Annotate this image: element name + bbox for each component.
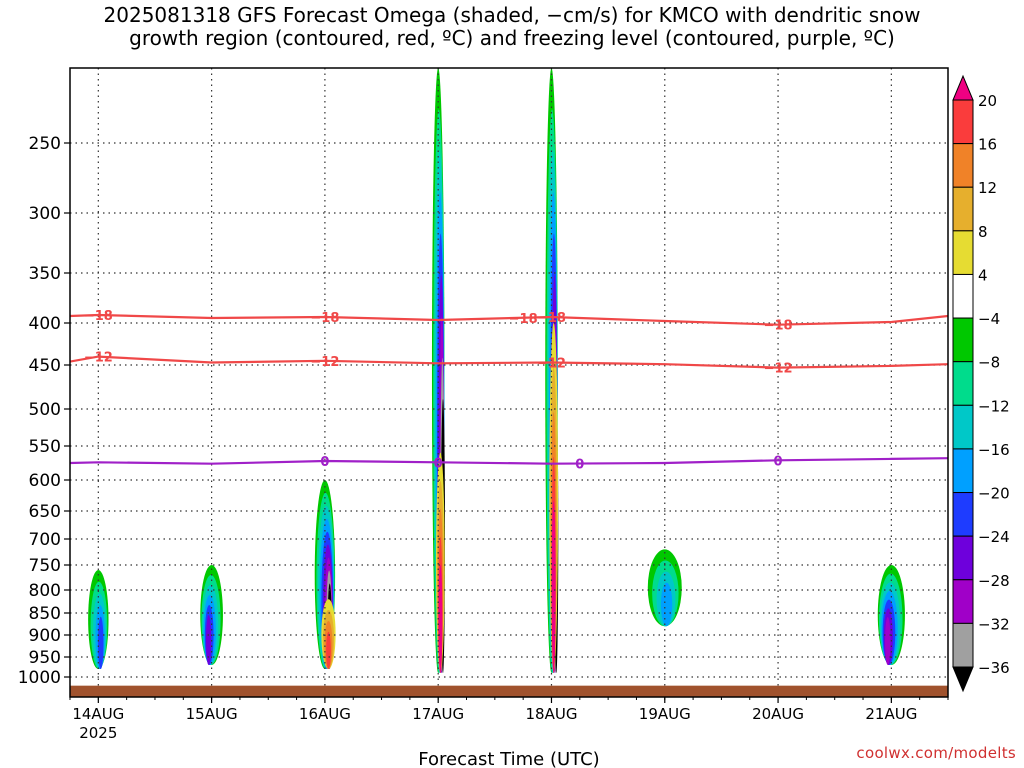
colorbar-arrow-bottom — [952, 666, 974, 693]
contour-label: −18 — [537, 311, 566, 326]
omega-contour-fill — [438, 564, 443, 674]
colorbar-label: −28 — [978, 572, 1010, 590]
omega-feature — [436, 452, 445, 674]
colorbar-label: 12 — [978, 179, 997, 197]
colorbar-swatch — [952, 579, 974, 624]
contour-label: −12 — [764, 362, 793, 377]
colorbar-label: −20 — [978, 485, 1010, 503]
colorbar-swatch — [952, 273, 974, 319]
omega-feature — [321, 599, 336, 669]
y-tick-label: 300 — [29, 204, 61, 224]
y-tick-label: 750 — [29, 556, 61, 576]
colorbar-label: −16 — [978, 441, 1010, 459]
x-axis-label: Forecast Time (UTC) — [418, 749, 599, 768]
colorbar-swatch — [952, 492, 974, 537]
omega-feature — [200, 565, 223, 665]
y-tick-label: 600 — [29, 471, 61, 491]
colorbar-arrow-top — [952, 74, 974, 101]
y-tick-label: 700 — [29, 530, 61, 550]
contour-label: 0 — [320, 455, 329, 470]
colorbar-swatch — [952, 143, 974, 188]
y-tick-label: 1000 — [18, 668, 61, 688]
colorbar-label: 20 — [978, 92, 997, 110]
colorbar-label: 4 — [978, 266, 988, 284]
contour-label: 0 — [434, 456, 443, 471]
contour-label: −12 — [537, 356, 566, 371]
chart-title-line1: 2025081318 GFS Forecast Omega (shaded, −… — [103, 3, 921, 27]
omega-feature — [647, 549, 682, 627]
omega-contour-fill — [885, 617, 891, 665]
colorbar-swatch — [952, 317, 974, 363]
y-tick-label: 400 — [29, 314, 61, 334]
y-tick-label: 550 — [29, 437, 61, 457]
colorbar-label: −8 — [978, 354, 1000, 372]
x-tick-label: 19AUG — [639, 705, 691, 723]
terrain-fill — [70, 685, 948, 697]
colorbar-swatch — [952, 230, 974, 275]
chart-title-line2: growth region (contoured, red, ºC) and f… — [129, 26, 895, 50]
x-tick-label: 21AUG — [865, 705, 917, 723]
omega-contour-fill — [326, 631, 331, 669]
omega-contour-fill — [660, 582, 673, 627]
plot-area: −18 −18 −18 −18−18−12 −12 −12 −120 0 0 0 — [70, 68, 948, 697]
colorbar-swatch — [952, 361, 974, 406]
contour-label: −18 — [509, 312, 538, 327]
plot-frame — [69, 67, 949, 698]
y-tick-label: 950 — [29, 648, 61, 668]
y-tick-label: 500 — [29, 400, 61, 420]
y-tick-label: 800 — [29, 581, 61, 601]
contour-label: −12 — [84, 351, 113, 366]
x-axis: 14AUG 15AUG 16AUG 17AUG 18AUG 19AUG 20AUG 21AUG… — [69, 697, 949, 742]
colorbar-label: 8 — [978, 223, 988, 241]
colorbar-swatch — [952, 186, 974, 232]
colorbar-label: −36 — [978, 659, 1010, 677]
y-tick-label: 450 — [29, 356, 61, 376]
x-tick-label: 18AUG — [526, 705, 578, 723]
y-tick-label: 850 — [29, 604, 61, 624]
omega-feature — [88, 570, 109, 670]
terrain-band — [70, 685, 948, 697]
chart-title: 2025081318 GFS Forecast Omega (shaded, −… — [0, 4, 1024, 50]
y-tick-label: 650 — [29, 502, 61, 522]
contour-line — [70, 355, 948, 369]
colorbar-label: −32 — [978, 615, 1010, 633]
contour-label: 0 — [575, 458, 584, 473]
contour-label: 0 — [774, 454, 783, 469]
colorbar-swatch — [952, 535, 974, 581]
colorbar-label: 16 — [978, 136, 997, 154]
omega-feature — [549, 323, 559, 673]
temperature-contours: −18 −18 −18 −18−18−12 −12 −12 −120 0 0 0 — [70, 309, 948, 473]
credit-text: coolwx.com/modelts — [856, 744, 1016, 762]
x-tick-label: 16AUG — [299, 705, 351, 723]
y-tick-label: 900 — [29, 626, 61, 646]
contour-label: −12 — [310, 355, 339, 370]
y-tick-label: 350 — [29, 264, 61, 284]
colorbar: 20 16 12 8 4 −4 −8 −12 −16 −20 −24 −28 −32 −36 — [952, 74, 1010, 693]
colorbar-swatch — [952, 99, 974, 145]
y-tick-label: 250 — [29, 134, 61, 154]
colorbar-swatch — [952, 622, 974, 668]
contour-label: −18 — [764, 319, 793, 334]
omega-contour-fill — [551, 501, 556, 673]
colorbar-label: −24 — [978, 528, 1010, 546]
x-tick-label: 15AUG — [186, 705, 238, 723]
colorbar-swatch — [952, 448, 974, 494]
omega-feature — [877, 565, 905, 666]
contour-line — [70, 457, 948, 465]
colorbar-swatch — [952, 404, 974, 450]
grid-lines — [70, 68, 948, 697]
contour-label: −18 — [84, 309, 113, 324]
x-year-label: 2025 — [79, 724, 117, 742]
omega-contour-fill — [97, 616, 104, 670]
contour-line — [70, 313, 948, 326]
colorbar-label: −4 — [978, 310, 1000, 328]
contour-label: −18 — [310, 311, 339, 326]
omega-contour-fill — [205, 615, 212, 665]
y-axis: 2503003504004505005506006507007508008509… — [18, 134, 70, 688]
x-tick-label: 14AUG — [72, 705, 124, 723]
x-tick-label: 17AUG — [412, 705, 464, 723]
colorbar-label: −12 — [978, 397, 1010, 415]
x-tick-label: 20AUG — [752, 705, 804, 723]
